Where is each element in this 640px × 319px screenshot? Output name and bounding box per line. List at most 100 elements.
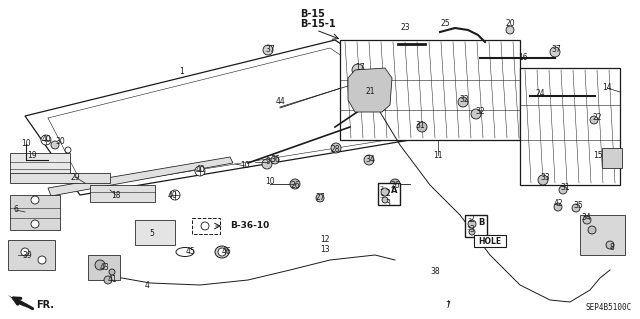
Text: 42: 42 (553, 199, 563, 209)
Text: A: A (391, 186, 397, 195)
Text: 24: 24 (535, 88, 545, 98)
Polygon shape (8, 295, 28, 308)
Ellipse shape (215, 246, 229, 258)
Text: 26: 26 (390, 181, 400, 189)
Circle shape (218, 248, 226, 256)
Text: 2: 2 (467, 219, 471, 224)
Circle shape (201, 222, 209, 230)
Polygon shape (580, 215, 625, 255)
Circle shape (588, 226, 596, 234)
Circle shape (109, 269, 115, 275)
Circle shape (382, 197, 388, 203)
Text: SEP4B5100C: SEP4B5100C (586, 303, 632, 312)
Bar (474, 235, 506, 247)
Text: 44: 44 (275, 98, 285, 107)
Circle shape (41, 135, 51, 145)
Circle shape (590, 116, 598, 124)
Circle shape (381, 188, 389, 196)
Bar (465, 215, 487, 237)
Circle shape (468, 220, 476, 228)
Text: 6: 6 (13, 205, 19, 214)
Text: 34: 34 (581, 213, 591, 222)
Text: 14: 14 (602, 84, 612, 93)
Text: 19: 19 (27, 151, 37, 160)
Text: 28: 28 (330, 145, 340, 154)
Text: 3: 3 (385, 199, 390, 209)
Circle shape (469, 229, 475, 235)
Text: 46: 46 (221, 248, 231, 256)
Polygon shape (10, 173, 110, 183)
Circle shape (417, 122, 427, 132)
Circle shape (368, 96, 376, 104)
Text: B-15: B-15 (300, 9, 325, 19)
Text: 3: 3 (470, 226, 474, 234)
Text: 16: 16 (518, 54, 528, 63)
Circle shape (316, 194, 324, 202)
Text: HOLE: HOLE (479, 236, 502, 246)
Polygon shape (8, 240, 55, 270)
Bar (192, 218, 220, 234)
Text: 13: 13 (320, 246, 330, 255)
Text: 41: 41 (107, 276, 117, 285)
Text: 11: 11 (433, 151, 443, 160)
Circle shape (506, 26, 514, 34)
Text: 27: 27 (315, 194, 325, 203)
Circle shape (290, 179, 300, 189)
Text: 2: 2 (380, 187, 384, 191)
Polygon shape (10, 153, 70, 178)
Text: 4: 4 (145, 280, 149, 290)
Text: 25: 25 (440, 19, 450, 28)
Circle shape (583, 216, 591, 224)
Text: 2: 2 (386, 189, 390, 198)
Circle shape (195, 166, 205, 176)
Circle shape (390, 179, 400, 189)
Circle shape (364, 155, 374, 165)
Circle shape (352, 64, 364, 76)
Text: 32: 32 (475, 108, 485, 116)
Circle shape (554, 203, 562, 211)
Circle shape (31, 196, 39, 204)
Text: 38: 38 (430, 268, 440, 277)
Circle shape (65, 147, 71, 153)
Text: 31: 31 (415, 122, 425, 130)
Polygon shape (88, 255, 120, 280)
Text: 33: 33 (540, 174, 550, 182)
Text: 43: 43 (100, 263, 110, 272)
Circle shape (471, 109, 481, 119)
Text: 31: 31 (560, 182, 570, 191)
Ellipse shape (176, 248, 194, 256)
Circle shape (95, 260, 105, 270)
Text: 23: 23 (400, 24, 410, 33)
Polygon shape (348, 68, 392, 112)
Text: B: B (478, 218, 484, 227)
Text: 17: 17 (355, 63, 365, 71)
Text: 45: 45 (185, 248, 195, 256)
Circle shape (606, 241, 614, 249)
Text: 18: 18 (111, 190, 121, 199)
Text: 26: 26 (290, 181, 300, 189)
Text: 21: 21 (365, 87, 375, 97)
Text: 37: 37 (551, 46, 561, 55)
Text: 32: 32 (459, 95, 469, 105)
Polygon shape (25, 40, 470, 195)
Text: 3: 3 (380, 194, 384, 198)
Text: 29: 29 (70, 173, 80, 182)
Circle shape (559, 186, 567, 194)
Text: 37: 37 (265, 46, 275, 55)
Text: 3: 3 (467, 226, 471, 231)
Text: 2: 2 (470, 216, 474, 225)
Text: 36: 36 (270, 155, 280, 165)
Text: 20: 20 (505, 19, 515, 28)
Polygon shape (602, 148, 622, 168)
Polygon shape (135, 220, 175, 245)
Text: 40: 40 (195, 166, 205, 174)
Polygon shape (48, 157, 233, 196)
Circle shape (51, 141, 59, 149)
Text: 8: 8 (610, 243, 614, 253)
Text: 10: 10 (21, 139, 31, 149)
Polygon shape (10, 195, 60, 230)
Circle shape (271, 156, 279, 164)
Text: B-15-1: B-15-1 (300, 19, 335, 29)
Text: 40: 40 (167, 190, 177, 199)
Text: 40: 40 (41, 136, 51, 145)
